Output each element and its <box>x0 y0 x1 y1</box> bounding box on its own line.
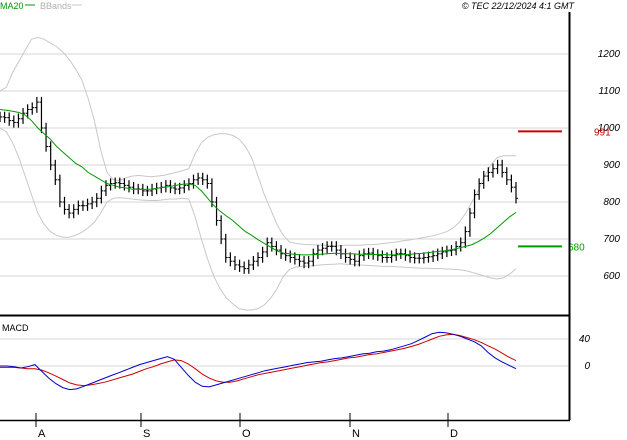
price-tick-label: 600 <box>603 271 620 282</box>
x-tick-label: S <box>143 428 150 440</box>
macd-title: MACD <box>2 323 29 333</box>
legend-bbands: BBands <box>40 1 72 11</box>
macd-line <box>0 331 517 391</box>
price-tick-label: 800 <box>603 197 620 208</box>
price-axis-ticks: 1200 1100 1000 900 800 700 600 <box>598 49 621 282</box>
level-label-991: 991 <box>594 127 611 138</box>
price-tick-label: 1200 <box>598 49 621 60</box>
level-label-680: 680 <box>568 242 585 253</box>
x-tick-label: O <box>242 428 251 440</box>
bbands-upper-line <box>0 36 516 247</box>
price-tick-label: 1100 <box>598 86 620 97</box>
copyright-text: © TEC 22/12/2024 4:1 GMT <box>462 1 576 11</box>
macd-tick-label: 0 <box>584 361 590 372</box>
price-levels: 991 680 <box>518 127 611 253</box>
x-tick-label: D <box>450 428 458 440</box>
legend-ma20: MA20 <box>0 1 24 11</box>
bbands-lower-line <box>0 127 517 311</box>
price-tick-label: 1000 <box>598 123 621 134</box>
macd-axis-ticks: 40 0 <box>579 334 591 372</box>
ma20-line <box>0 109 517 256</box>
x-tick-label: A <box>38 428 46 440</box>
price-tick-label: 700 <box>603 234 620 245</box>
macd-tick-label: 40 <box>579 334 591 345</box>
price-tick-label: 900 <box>603 160 620 171</box>
x-tick-label: N <box>352 428 360 440</box>
